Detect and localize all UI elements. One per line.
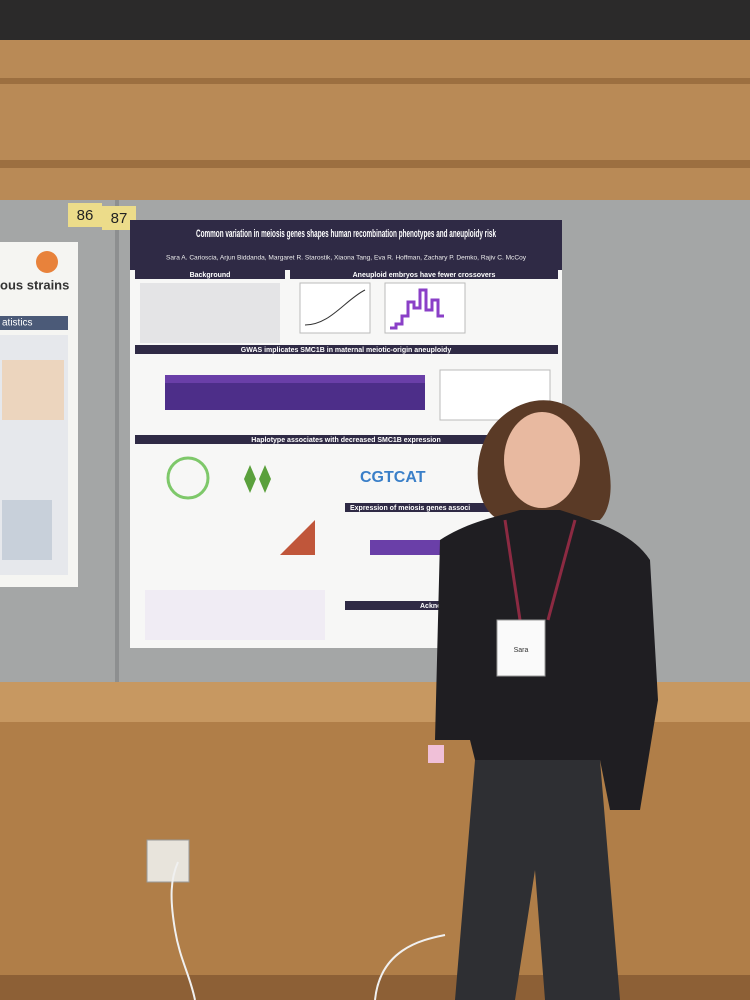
section-title: Background (190, 272, 231, 279)
wood-seam (0, 78, 750, 84)
left-poster-figure (2, 360, 64, 420)
lanyard (503, 519, 577, 621)
face (504, 412, 580, 508)
violin-plot (244, 465, 271, 493)
logo-motif: CGTCAT (360, 469, 426, 486)
section-band (135, 345, 558, 354)
section-title: Haplotype associates with decreased SMC1… (251, 437, 440, 444)
wristband (428, 745, 444, 763)
cable (170, 861, 196, 1000)
badge-name: Sara (514, 647, 529, 654)
number-tag (68, 203, 102, 227)
poster-text-block (140, 283, 280, 343)
outlet (146, 839, 190, 883)
ld-heatmap (280, 520, 315, 555)
board-number: 87 (111, 210, 128, 227)
section-band (135, 435, 558, 444)
jeans (455, 760, 620, 1000)
manhattan-plot (165, 383, 425, 410)
poster-curve (304, 289, 366, 326)
name-badge (496, 619, 546, 677)
left-poster-subheading: atistics (2, 318, 33, 329)
wood-seam (0, 160, 750, 168)
wood-panel (0, 40, 750, 205)
manhattan-plot (370, 540, 460, 555)
section-title: Expression of meiosis genes associ (350, 505, 470, 512)
shirt (435, 510, 658, 810)
section-band (135, 270, 285, 279)
cohesin-diagram (166, 456, 210, 500)
poster-histogram (390, 288, 444, 330)
poster-title: Common variation in meiosis genes shapes… (196, 228, 497, 240)
left-poster-heading: ous strains (0, 277, 69, 292)
left-poster-band (0, 316, 68, 330)
poster-header (130, 220, 562, 270)
section-band (345, 503, 558, 512)
poster-logo (36, 251, 58, 273)
board-number: 86 (77, 207, 94, 224)
section-title: GWAS implicates SMC1B in maternal meioti… (241, 347, 452, 354)
poster-figure (299, 282, 371, 334)
poster-figure (145, 590, 325, 640)
poster-authors: Sara A. Carioscia, Arjun Biddanda, Marga… (166, 256, 526, 262)
left-poster-figure (2, 500, 52, 560)
section-title: Aneuploid embryos have fewer crossovers (353, 272, 496, 279)
section-band (290, 270, 558, 279)
board-seam (115, 200, 119, 685)
cable (374, 934, 446, 1000)
section-title: Acknowl (420, 603, 449, 610)
ceiling (0, 0, 750, 40)
